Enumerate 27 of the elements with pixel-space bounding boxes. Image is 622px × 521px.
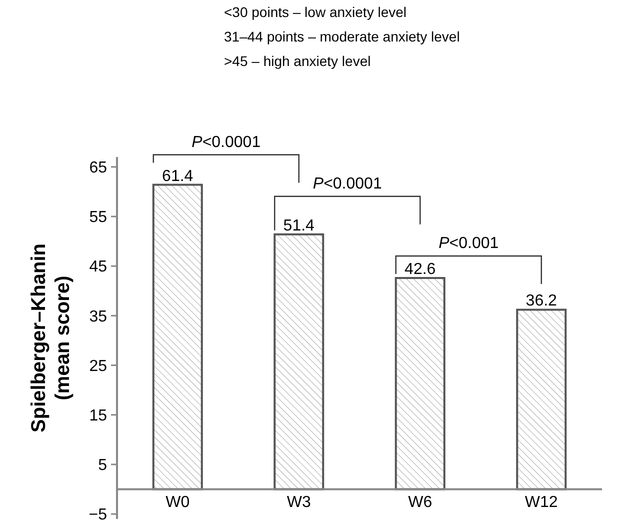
annotation: P<0.0001: [312, 175, 382, 192]
text: P<0.0001: [192, 134, 261, 151]
data-label: 61.4: [162, 168, 194, 185]
y-tick-label: 65: [89, 160, 108, 177]
text: <30 points – low anxiety level: [224, 4, 406, 20]
text: >45 – high anxiety level: [224, 53, 371, 69]
y-tick-label: 35: [89, 308, 108, 326]
data-label: 51.4: [283, 217, 315, 234]
x-tick-label: W3: [286, 494, 311, 512]
y-tick-label: −5: [88, 506, 108, 521]
y-tick-label: 55: [89, 209, 108, 226]
y-axis-title: Spielberger–Khanin (mean score): [28, 244, 74, 432]
x-tick-label: W0: [166, 494, 190, 512]
bar: [516, 308, 567, 490]
bar: [152, 184, 203, 490]
x-tick-label: W12: [524, 494, 558, 512]
x-tick-label: W6: [408, 494, 432, 512]
bar: [274, 233, 324, 490]
data-label: 36.2: [526, 292, 558, 310]
text: 31–44 points – moderate anxiety level: [224, 28, 460, 44]
data-label: 42.6: [404, 260, 436, 278]
y-tick-label: 45: [89, 258, 108, 276]
y-tick-label: 25: [89, 358, 108, 375]
y-tick-label: 15: [89, 407, 108, 424]
annotation: P<0.001: [438, 234, 499, 252]
bar: [394, 276, 446, 490]
y-tick-label: 5: [98, 457, 108, 474]
